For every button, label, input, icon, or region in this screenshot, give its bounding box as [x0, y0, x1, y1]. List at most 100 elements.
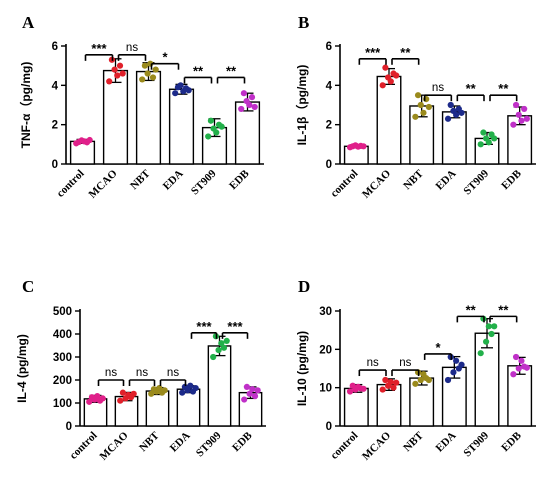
data-point-edb: [515, 111, 522, 118]
y-axis-label: IL-4 (pg/mg): [15, 334, 29, 403]
x-tick-label-control: control: [328, 168, 360, 200]
x-tick-label-mcao: MCAO: [87, 167, 120, 200]
significance-label: ns: [136, 367, 148, 379]
data-point-edb: [521, 105, 528, 113]
x-tick-label-edb: EDB: [230, 429, 255, 454]
data-point-nbt: [417, 101, 424, 109]
data-point-eda: [458, 361, 465, 368]
y-tick-label: 20: [319, 344, 332, 356]
data-point-eda: [187, 382, 194, 389]
data-point-mcao: [393, 72, 400, 79]
x-tick-label-nbt: NBT: [137, 429, 162, 454]
significance-label: ***: [196, 319, 212, 334]
significance-label: ns: [367, 357, 379, 369]
data-point-st909: [485, 139, 492, 146]
significance-label: ***: [227, 319, 243, 334]
data-point-mcao: [387, 378, 394, 386]
data-point-mcao: [119, 389, 126, 396]
data-point-nbt: [425, 376, 432, 384]
panel-letter: A: [22, 13, 35, 32]
data-point-edb: [518, 117, 525, 124]
data-point-edb: [251, 393, 259, 400]
data-point-nbt: [412, 113, 419, 120]
x-tick-label-eda: EDA: [434, 168, 459, 193]
bar-eda: [168, 88, 195, 165]
significance-label: **: [498, 81, 509, 96]
data-point-edb: [251, 103, 258, 111]
data-point-edb: [510, 121, 517, 128]
y-tick-label: 300: [53, 352, 72, 364]
x-tick-label-eda: EDA: [434, 430, 459, 455]
data-point-nbt: [420, 109, 427, 116]
data-point-edb: [523, 364, 530, 371]
significance-label: **: [226, 63, 237, 78]
y-tick-label: 0: [52, 159, 58, 171]
y-tick-label: 0: [326, 421, 332, 433]
data-point-edb: [518, 357, 525, 364]
data-point-edb: [254, 387, 261, 394]
data-point-st909: [220, 344, 228, 351]
data-point-nbt: [152, 66, 159, 73]
data-point-st909: [218, 123, 225, 130]
data-point-st909: [205, 133, 212, 140]
data-point-eda: [192, 384, 199, 392]
x-tick-label-edb: EDB: [227, 167, 252, 192]
data-point-st909: [485, 323, 492, 330]
data-point-nbt: [148, 390, 155, 397]
data-point-nbt: [156, 384, 163, 392]
data-point-mcao: [106, 78, 113, 85]
y-tick-label: 500: [53, 306, 72, 318]
data-point-nbt: [417, 376, 424, 384]
data-point-mcao: [130, 390, 137, 397]
data-point-eda: [179, 389, 186, 396]
data-point-edb: [249, 386, 256, 393]
data-point-control: [360, 385, 367, 392]
significance-label: ***: [91, 41, 107, 56]
data-point-st909: [215, 347, 222, 354]
significance-label: ns: [126, 42, 138, 54]
data-point-st909: [477, 350, 484, 357]
significance-label: *: [162, 50, 168, 65]
data-point-mcao: [114, 72, 121, 79]
significance-label: ns: [167, 367, 179, 379]
x-tick-label-edb: EDB: [499, 167, 524, 192]
data-point-eda: [450, 369, 457, 376]
y-axis-label: TNF-α（pg/mg): [18, 62, 33, 149]
data-point-st909: [210, 353, 217, 361]
data-point-nbt: [414, 92, 422, 99]
x-tick-label-edb: EDB: [499, 429, 524, 454]
x-tick-label-eda: EDA: [161, 168, 186, 193]
data-point-edb: [240, 90, 247, 97]
x-tick-label-st909: ST909: [461, 167, 491, 197]
x-tick-label-mcao: MCAO: [360, 167, 393, 200]
bar-mcao: [376, 75, 402, 165]
data-point-eda: [444, 115, 452, 122]
data-point-eda: [447, 101, 454, 109]
data-point-nbt: [161, 387, 168, 394]
significance-label: **: [498, 302, 509, 317]
y-tick-label: 400: [53, 329, 72, 341]
y-tick-label: 2: [52, 120, 58, 132]
significance-label: *: [435, 340, 441, 355]
data-point-edb: [510, 371, 517, 378]
data-point-st909: [207, 117, 214, 124]
data-point-edb: [246, 390, 253, 397]
x-tick-label-control: control: [68, 430, 100, 462]
panel-c: C IL-4 (pg/mg) 0 100 200 300 400 500 controlMCAO…: [15, 277, 266, 463]
data-point-eda: [185, 87, 192, 94]
x-tick-label-st909: ST909: [194, 429, 224, 459]
data-point-mcao: [379, 82, 386, 89]
x-tick-label-st909: ST909: [461, 429, 491, 459]
y-tick-label: 6: [326, 41, 332, 53]
x-tick-label-mcao: MCAO: [98, 429, 131, 462]
y-tick-label: 30: [319, 306, 332, 318]
y-tick-label: 6: [52, 41, 58, 53]
data-point-mcao: [116, 62, 124, 69]
data-point-eda: [458, 109, 465, 116]
significance-label: ns: [105, 367, 117, 379]
x-tick-label-st909: ST909: [189, 167, 219, 197]
data-point-eda: [184, 387, 191, 394]
data-point-mcao: [379, 386, 386, 393]
data-point-control: [94, 393, 101, 400]
bar-control: [343, 387, 369, 427]
